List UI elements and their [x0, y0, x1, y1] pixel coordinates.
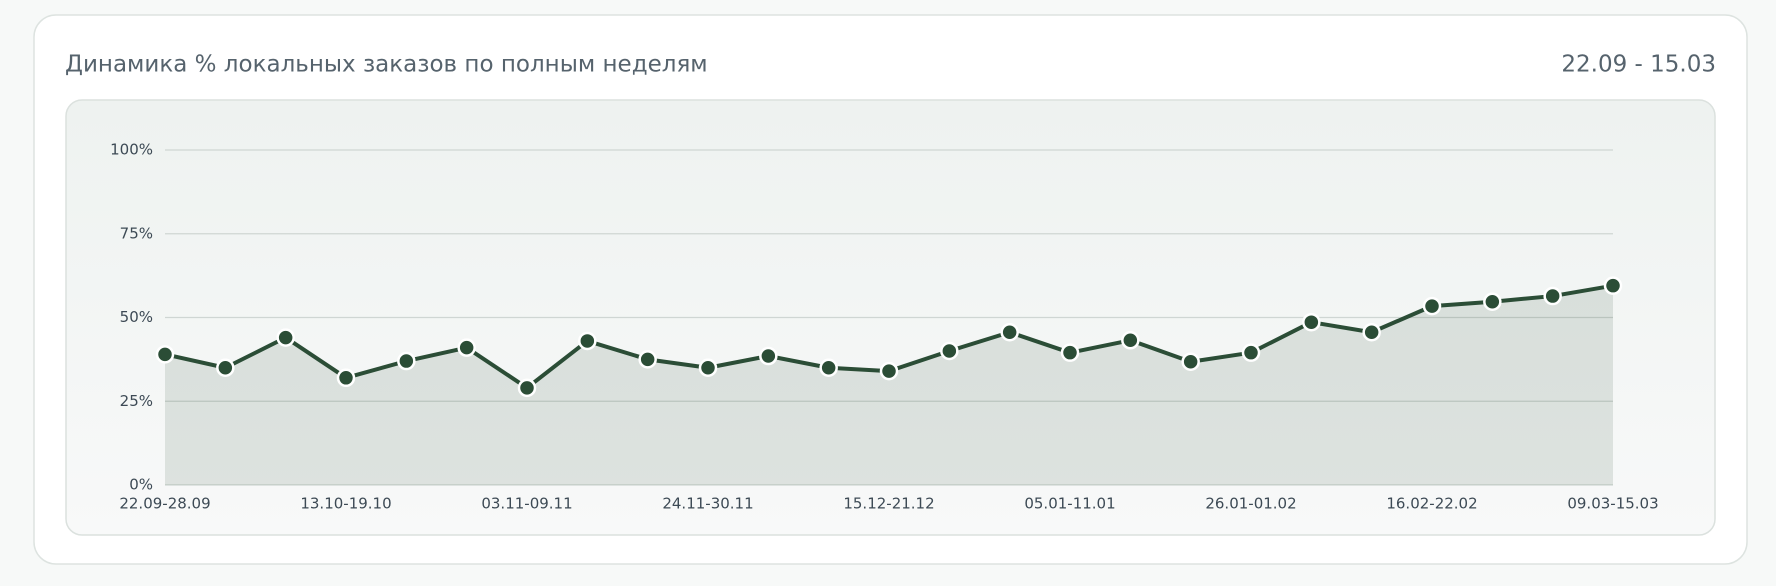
point: [457, 338, 476, 357]
date-range: 22.09 - 15.03: [1561, 52, 1716, 78]
point: [216, 358, 235, 377]
x-tick-label: 26.01-01.02: [1205, 495, 1296, 513]
x-tick-label: 03.11-09.11: [481, 495, 572, 513]
point: [940, 341, 959, 361]
card-title: Динамика % локальных заказов по полным н…: [65, 52, 708, 78]
point: [1422, 296, 1442, 316]
point: [155, 345, 175, 364]
y-tick-label: 25%: [120, 392, 153, 410]
x-tick-label: 16.02-22.02: [1386, 495, 1477, 513]
x-tick-label: 09.03-15.03: [1567, 495, 1658, 513]
point: [1060, 343, 1080, 362]
point: [1302, 312, 1321, 332]
point: [1181, 352, 1200, 371]
y-tick-label: 0%: [129, 476, 153, 494]
point: [879, 361, 899, 381]
y-tick-label: 75%: [120, 224, 153, 242]
point: [1241, 343, 1261, 362]
point: [578, 331, 597, 351]
point: [698, 358, 718, 377]
point: [336, 368, 356, 388]
point: [397, 351, 416, 371]
point: [1000, 322, 1019, 342]
area: [165, 285, 1613, 485]
point: [276, 328, 295, 347]
point: [1543, 286, 1562, 306]
x-tick-label: 24.11-30.11: [662, 495, 753, 513]
point: [638, 350, 657, 369]
point: [1121, 331, 1140, 350]
point: [819, 358, 838, 377]
point: [517, 378, 537, 398]
point: [1603, 276, 1623, 295]
point: [759, 346, 778, 366]
point: [1483, 292, 1502, 312]
y-tick-label: 100%: [110, 141, 153, 159]
x-tick-label: 13.10-19.10: [300, 495, 391, 513]
plot: 0% 25% 50% 75% 100% 22.09-28.09 13.10-19.10 03.…: [110, 141, 1659, 513]
x-tick-label: 05.01-11.01: [1024, 495, 1115, 513]
x-tick-label: 15.12-21.12: [843, 495, 934, 513]
point: [1362, 322, 1381, 342]
y-tick-label: 50%: [120, 308, 153, 326]
x-tick-label: 22.09-28.09: [119, 495, 210, 513]
